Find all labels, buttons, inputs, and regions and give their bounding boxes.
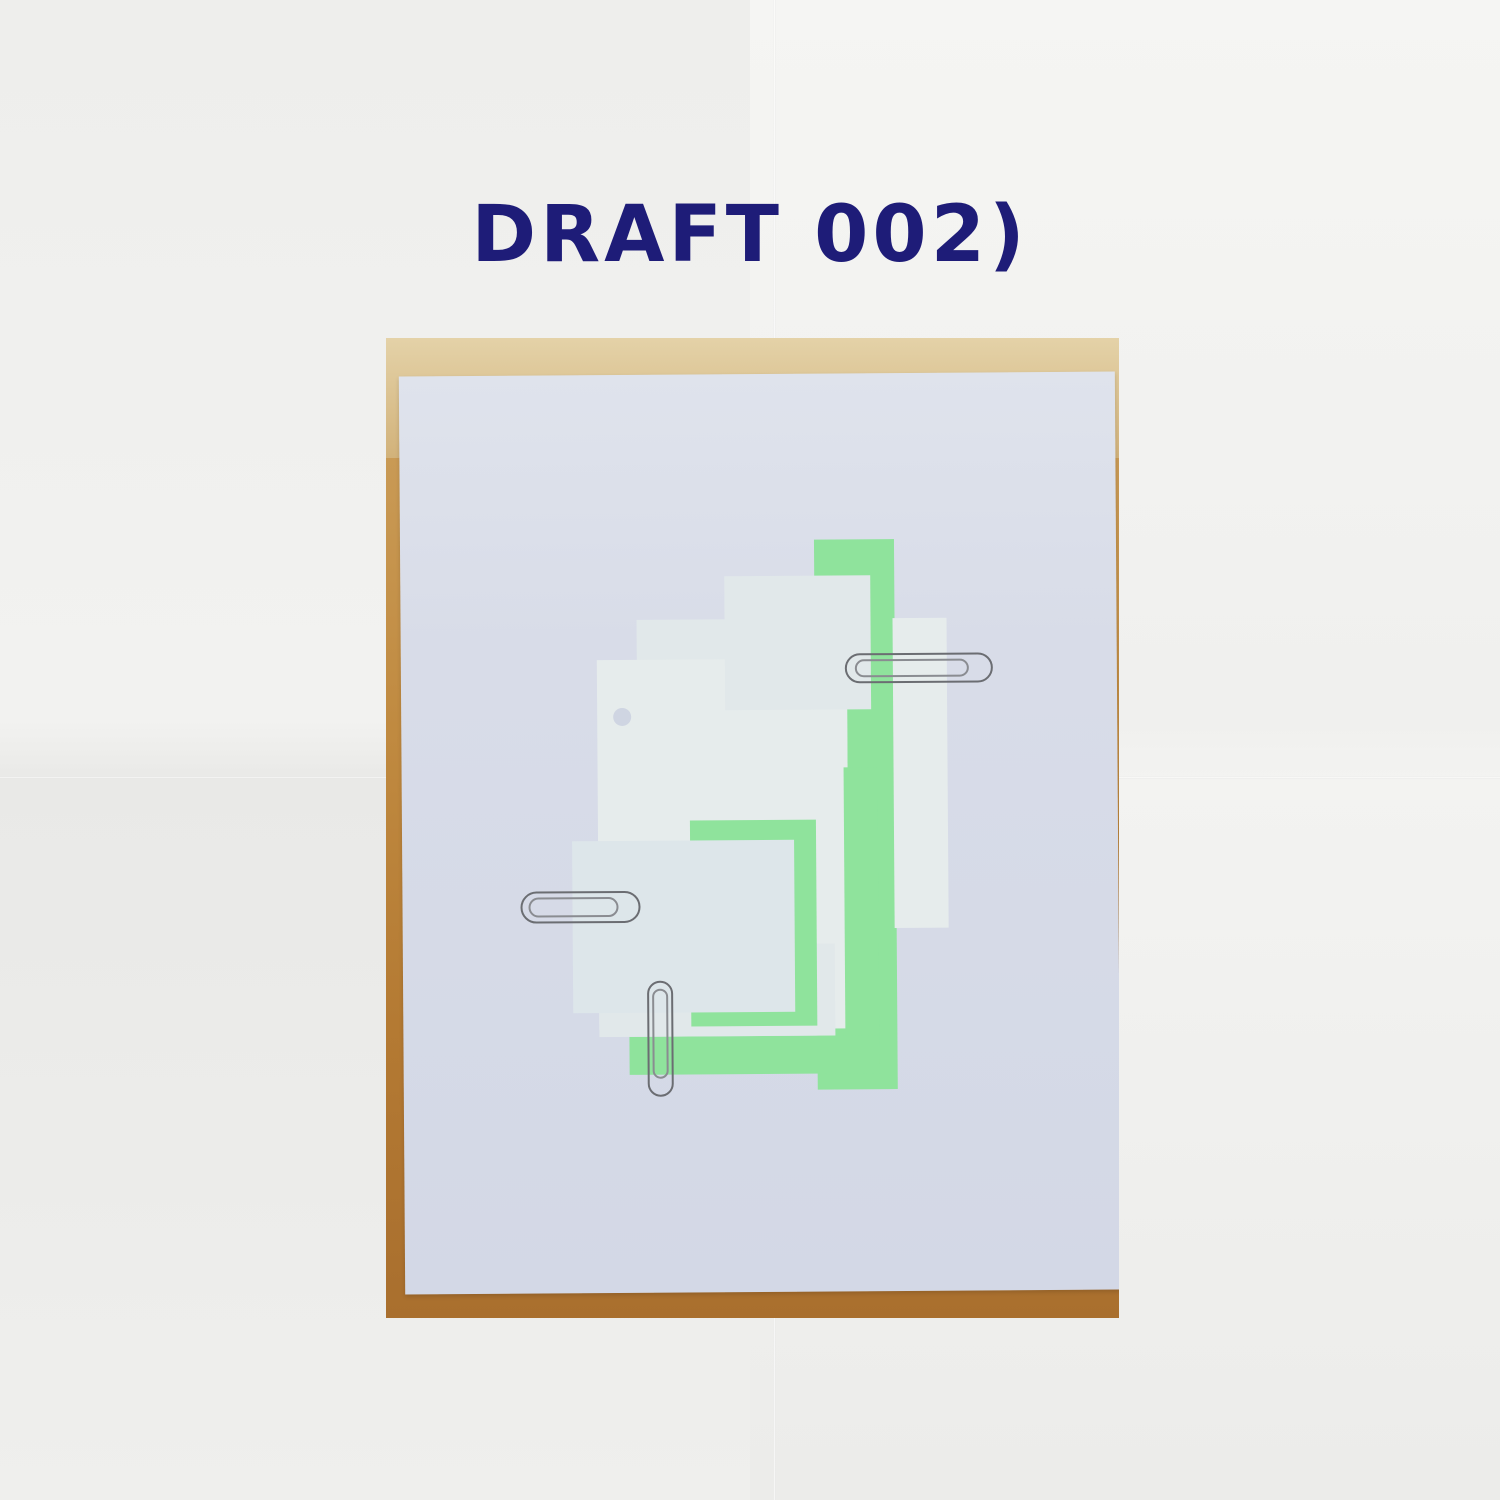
white-square-lower	[572, 839, 796, 1014]
base-paper-sheet	[398, 371, 1119, 1295]
collage-photo	[386, 338, 1119, 1318]
paperclip-bottom	[647, 980, 674, 1097]
paperclip-top-right	[844, 652, 993, 684]
green-l-vertical	[843, 767, 880, 1073]
page-title: DRAFT 002)	[471, 190, 1029, 280]
paperclip-left	[520, 890, 641, 924]
punch-hole	[613, 707, 632, 727]
white-square-top	[724, 575, 872, 711]
